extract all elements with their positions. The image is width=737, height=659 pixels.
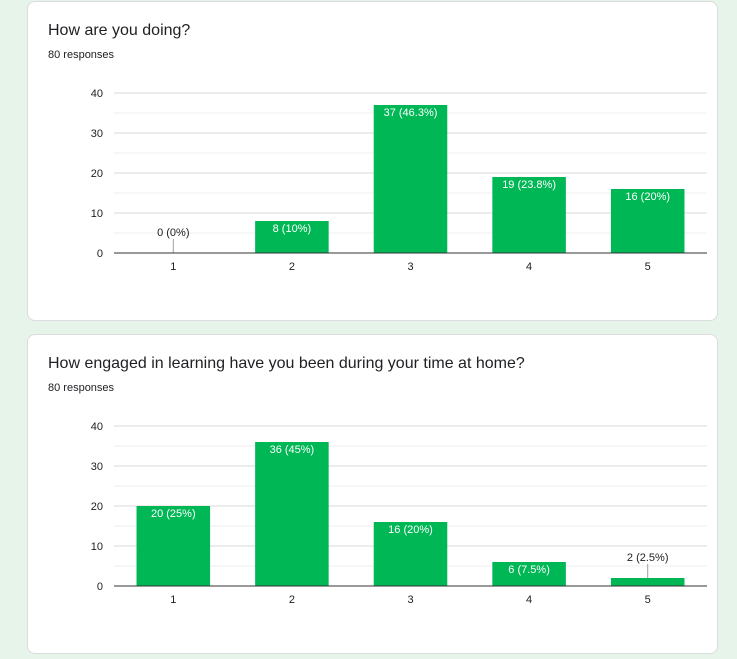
response-count: 80 responses — [48, 382, 115, 394]
bar — [610, 578, 685, 586]
y-tick-label: 20 — [91, 168, 103, 180]
y-tick-label: 40 — [91, 421, 103, 433]
data-label: 6 (7.5%) — [508, 564, 550, 576]
bar-chart: 0 10 20 30 40 0 (0%) 1 8 (10%) 2 37 (46.3%) 3 19 (2… — [91, 88, 707, 273]
bar — [255, 442, 329, 586]
bar — [610, 189, 685, 253]
y-tick-label: 30 — [91, 461, 103, 473]
bar — [492, 177, 566, 253]
bar — [373, 105, 448, 253]
data-label: 19 (23.8%) — [502, 179, 556, 191]
y-tick-label: 0 — [97, 581, 103, 593]
x-tick-label: 1 — [170, 594, 176, 606]
y-tick-label: 20 — [91, 501, 103, 513]
question-card-2: How engaged in learning have you been du… — [27, 334, 718, 654]
bar — [255, 221, 329, 253]
question-card-1: How are you doing? 80 responses 0 10 20 30 4… — [27, 1, 718, 321]
y-tick-label: 40 — [91, 88, 103, 100]
question-title: How engaged in learning have you been du… — [48, 355, 525, 372]
bar-chart: 0 10 20 30 40 20 (25%) 1 36 (45%) 2 16 (20%) 3 6 (7… — [91, 421, 707, 606]
data-label: 16 (20%) — [625, 191, 670, 203]
data-label: 20 (25%) — [151, 508, 196, 520]
x-tick-label: 5 — [645, 594, 651, 606]
question-title: How are you doing? — [48, 22, 191, 39]
y-tick-label: 0 — [97, 248, 103, 260]
x-tick-label: 2 — [289, 594, 295, 606]
bar — [373, 522, 448, 586]
x-tick-label: 3 — [407, 594, 413, 606]
x-tick-label: 4 — [526, 594, 532, 606]
bar — [136, 506, 211, 586]
y-tick-label: 10 — [91, 208, 103, 220]
x-tick-label: 2 — [289, 261, 295, 273]
data-label: 8 (10%) — [273, 223, 312, 235]
y-tick-label: 10 — [91, 541, 103, 553]
data-label: 2 (2.5%) — [627, 552, 669, 564]
data-label: 36 (45%) — [270, 444, 315, 456]
response-count: 80 responses — [48, 49, 115, 61]
bar — [492, 562, 566, 586]
x-tick-label: 4 — [526, 261, 532, 273]
data-label: 0 (0%) — [157, 227, 189, 239]
data-label: 16 (20%) — [388, 524, 433, 536]
x-tick-label: 3 — [407, 261, 413, 273]
x-tick-label: 1 — [170, 261, 176, 273]
data-label: 37 (46.3%) — [384, 107, 438, 119]
y-tick-label: 30 — [91, 128, 103, 140]
x-tick-label: 5 — [645, 261, 651, 273]
